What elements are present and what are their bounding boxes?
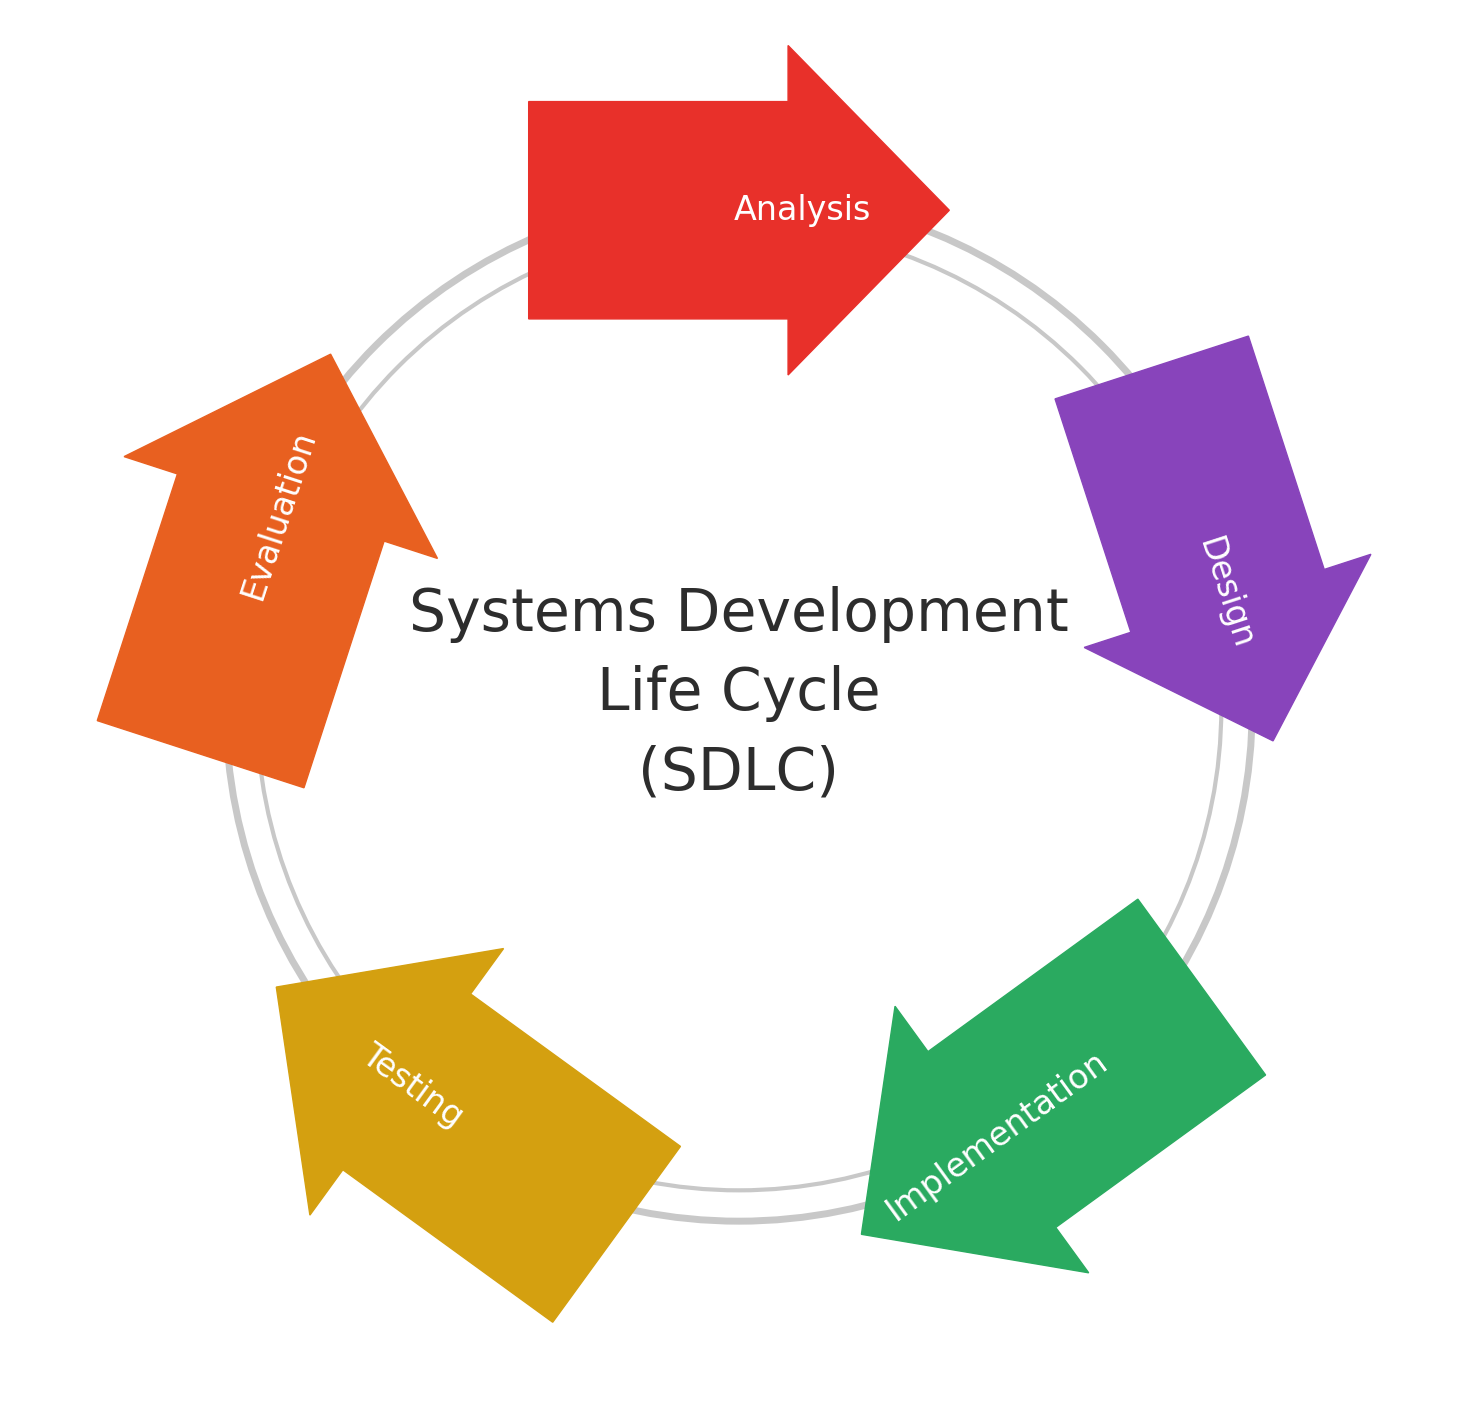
- Polygon shape: [862, 899, 1265, 1273]
- Text: Design: Design: [1191, 534, 1259, 654]
- Polygon shape: [1055, 336, 1372, 741]
- Text: Implementation: Implementation: [881, 1044, 1114, 1226]
- Polygon shape: [98, 354, 437, 787]
- Polygon shape: [276, 949, 680, 1323]
- Text: Systems Development
Life Cycle
(SDLC): Systems Development Life Cycle (SDLC): [409, 586, 1069, 801]
- Polygon shape: [529, 45, 949, 375]
- Text: Evaluation: Evaluation: [236, 425, 322, 603]
- Text: Analysis: Analysis: [733, 194, 871, 227]
- Text: Testing: Testing: [355, 1038, 470, 1134]
